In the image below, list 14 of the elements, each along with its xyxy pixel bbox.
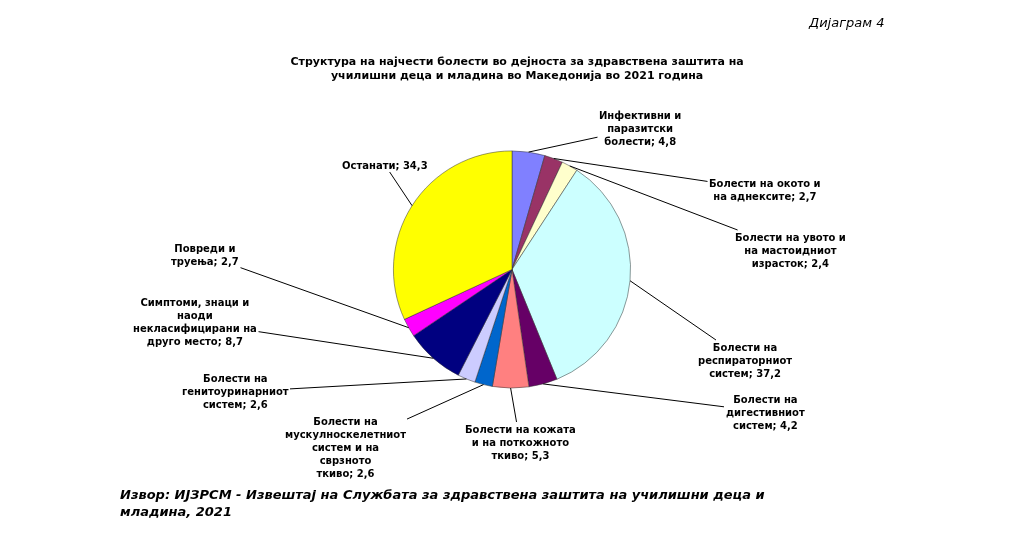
text: Дијаграм 4 — [808, 15, 885, 30]
slice-label: Останати; 34,3 — [342, 160, 428, 171]
slice-label: Болести на увото и на мастоидниот израсток; 2,4 — [735, 232, 846, 269]
slice-label: Инфективни и паразитски болести; 4,8 — [599, 110, 682, 147]
slice-label: Болести на дигестивниот систем; 4,2 — [726, 394, 805, 431]
slice-label: Повреди и труења; 2,7 — [171, 243, 239, 267]
slice-label: Симптоми, знаци и наоди некласифицирани на друго место; 8,7 — [133, 297, 257, 347]
slice-label: Болести на кожата и на поткожното ткиво; 5,3 — [465, 424, 576, 461]
slice-label: Болести на респираторниот систем; 37,2 — [698, 342, 793, 379]
slice-label: Болести на генитоуринарниот систем; 2,6 — [182, 373, 289, 410]
slice-label: Болести на окото и на аднексите; 2,7 — [709, 178, 821, 202]
slice-label: Болести на мускулноскелетниот систем и на сврзното ткиво; 2,6 — [285, 416, 407, 479]
chart-title: Структура на најчести болести во дејноста за здравствена заштита на училишни деца и младина во Македонија во 2021 година — [290, 54, 744, 82]
text: Извор: ИЈЗРСМ - Извештај на Службата за здравствена заштита на училишни деца и младина, 2021 — [120, 487, 765, 519]
